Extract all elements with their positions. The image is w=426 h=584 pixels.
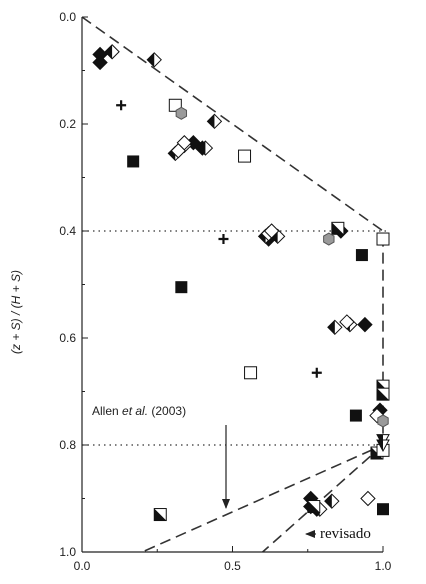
- plot-frame: [81, 17, 383, 553]
- annotation-allen-part: et al.: [122, 404, 148, 418]
- data-point-gray-hexagon: [377, 414, 389, 428]
- data-point-half-filled-square: [153, 508, 167, 522]
- data-point-filled-square: [349, 409, 362, 422]
- y-axis-ticks: 0.0 0.2 0.4 0.6 0.8 1.0: [59, 10, 88, 559]
- data-point-half-filled-diamond: [146, 52, 162, 68]
- data-point-half-filled-diamond: [197, 140, 214, 156]
- dashed-envelope-line: [81, 16, 384, 553]
- data-point-plus: [218, 234, 229, 245]
- data-point-open-square: [376, 232, 390, 246]
- data-point-open-diamond: [263, 223, 280, 239]
- y-tick-label: 0.2: [59, 117, 76, 131]
- y-tick-label: 0.6: [59, 331, 76, 345]
- data-point-gray-hexagon: [323, 232, 335, 246]
- annotation-allen: Allen et al. (2003): [92, 404, 230, 509]
- annotation-allen-part: Allen: [92, 404, 122, 418]
- annotation-revisado-text: revisado: [320, 526, 371, 542]
- y-tick-label: 1.0: [59, 545, 76, 559]
- y-tick-label: 0.0: [59, 10, 76, 24]
- annotation-revisado: revisado: [305, 526, 371, 542]
- data-point-half-filled-square: [331, 221, 345, 235]
- data-point-filled-square: [175, 281, 188, 294]
- guide-lines: [81, 16, 389, 553]
- data-point-half-filled-diamond: [104, 44, 120, 60]
- data-point-half-filled-diamond: [206, 113, 223, 130]
- data-point-half-filled-diamond: [324, 493, 340, 509]
- y-axis-label: (z + S) / (H + S): [9, 270, 23, 354]
- x-axis-ticks: 0.0 0.5 1.0: [74, 546, 392, 573]
- data-point-plus: [311, 367, 322, 378]
- x-tick-label: 0.5: [224, 559, 241, 573]
- data-point-filled-square: [377, 503, 389, 516]
- data-point-open-square: [168, 98, 182, 112]
- data-point-half-filled-diamond: [327, 319, 343, 336]
- data-point-half-filled-square: [307, 500, 321, 514]
- data-point-plus: [116, 100, 127, 111]
- y-tick-label: 0.4: [59, 224, 76, 238]
- data-point-open-square: [244, 366, 258, 380]
- data-point-filled-square: [355, 249, 368, 262]
- data-point-open-diamond: [176, 135, 193, 151]
- data-point-open-diamond: [360, 490, 376, 507]
- data-point-open-square: [238, 149, 252, 163]
- annotation-allen-text: Allen et al. (2003): [92, 404, 186, 418]
- data-point-filled-square: [127, 155, 140, 168]
- data-points: [92, 44, 390, 522]
- x-tick-label: 1.0: [375, 559, 392, 573]
- data-point-filled-diamond: [92, 54, 108, 71]
- data-point-open-diamond: [339, 314, 355, 330]
- dashed-revised-line: [262, 444, 384, 553]
- data-point-gray-hexagon: [175, 106, 188, 120]
- y-tick-label: 0.8: [59, 438, 76, 452]
- annotation-allen-part: (2003): [148, 404, 186, 418]
- data-point-half-filled-triangle: [376, 439, 390, 453]
- data-point-half-filled-square: [376, 387, 390, 401]
- data-point-filled-diamond: [357, 316, 373, 333]
- x-tick-label: 0.0: [74, 559, 91, 573]
